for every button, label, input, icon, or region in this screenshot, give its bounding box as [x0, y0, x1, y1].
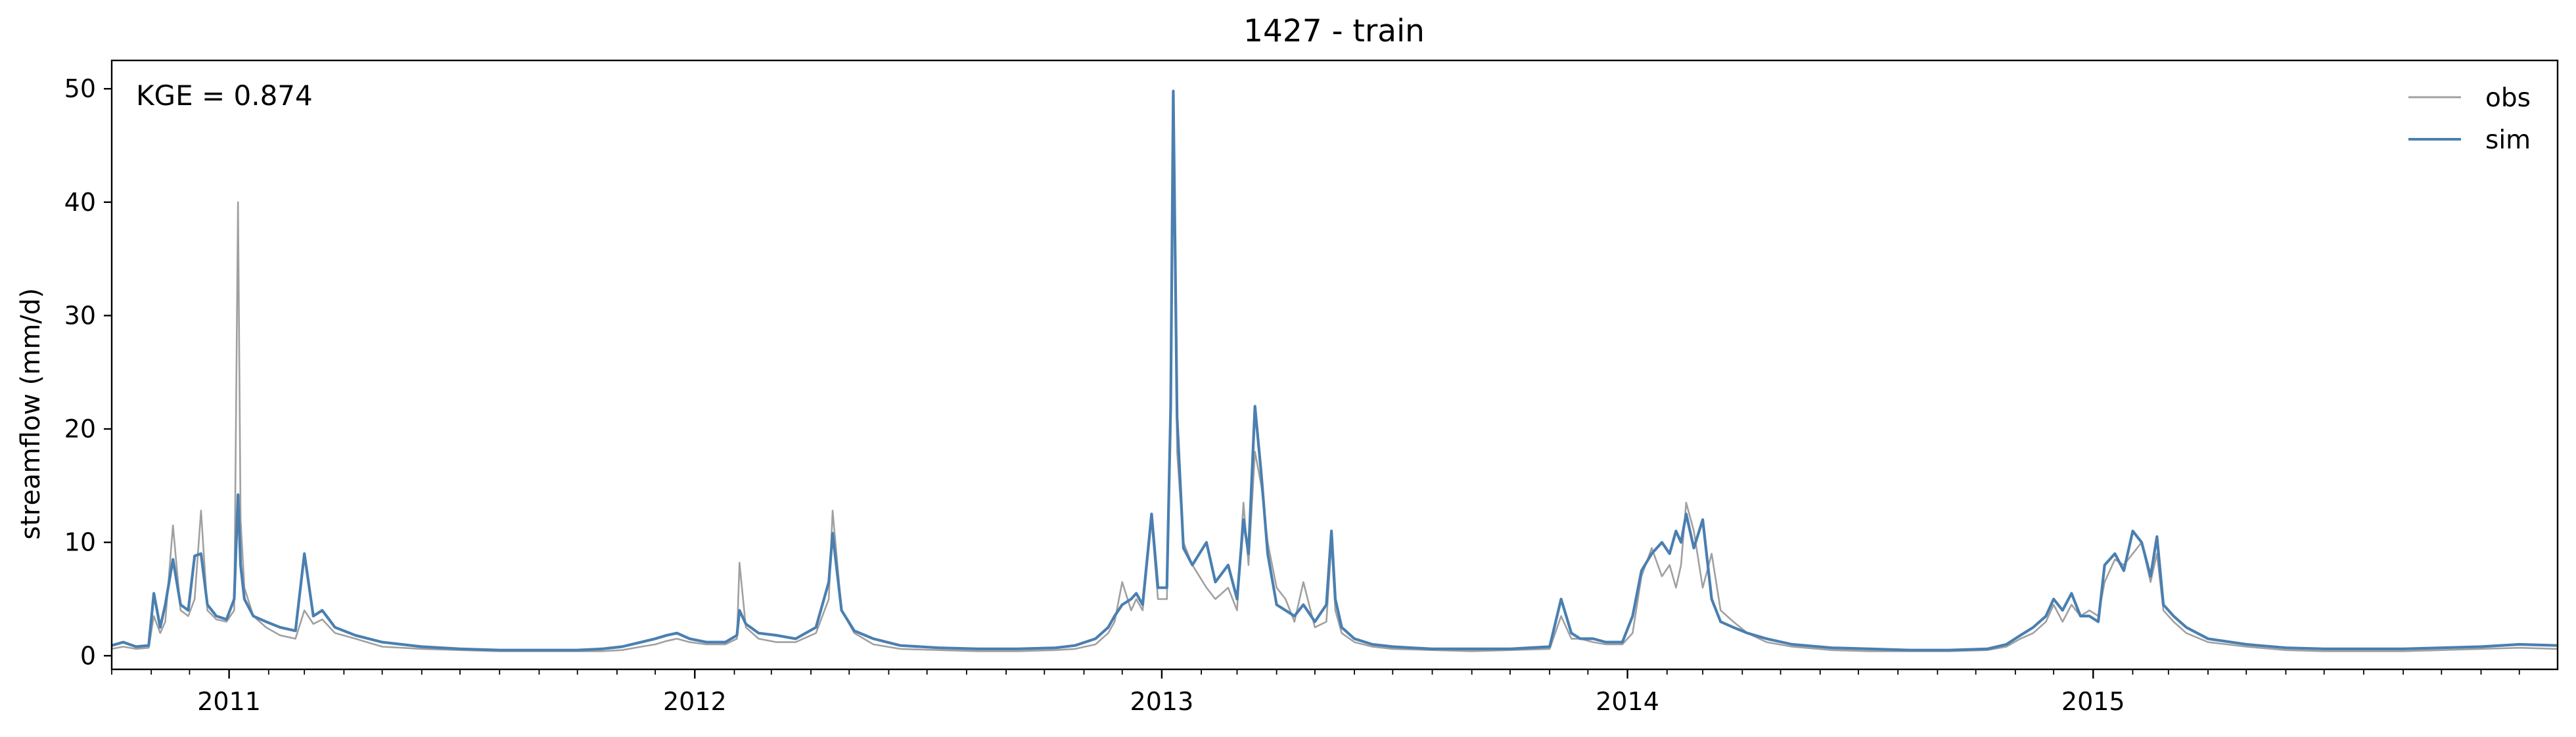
series-line-obs: [111, 99, 2558, 652]
x-tick-label: 2014: [1596, 687, 1659, 716]
y-tick-label: 50: [64, 74, 96, 103]
axis-layer: 0 10 20 30 40 50 2011 2012 2013 2014 2015: [64, 74, 2520, 716]
kge-annotation: KGE = 0.874: [136, 79, 313, 112]
y-tick-label: 10: [64, 528, 96, 557]
y-tick-label: 0: [80, 641, 96, 670]
y-tick-label: 20: [64, 414, 96, 443]
y-tick-label: 40: [64, 188, 96, 217]
legend: obs sim: [2408, 83, 2531, 155]
chart-title: 1427 - train: [1243, 13, 1425, 49]
x-tick-label: 2011: [197, 687, 261, 716]
plot-area: 0 10 20 30 40 50 2011 2012 2013 2014 2015: [64, 59, 2559, 716]
series-layer: [111, 89, 2558, 652]
series-line-sim: [111, 89, 2558, 652]
x-tick-label: 2015: [2061, 687, 2125, 716]
plot-frame: [110, 59, 2559, 671]
x-tick-label: 2013: [1130, 687, 1194, 716]
y-tick-label: 30: [64, 301, 96, 330]
y-axis-label: streamflow (mm/d): [16, 288, 46, 539]
legend-sim-label: sim: [2485, 125, 2531, 155]
x-tick-label: 2012: [663, 687, 727, 716]
legend-obs-label: obs: [2485, 83, 2531, 113]
